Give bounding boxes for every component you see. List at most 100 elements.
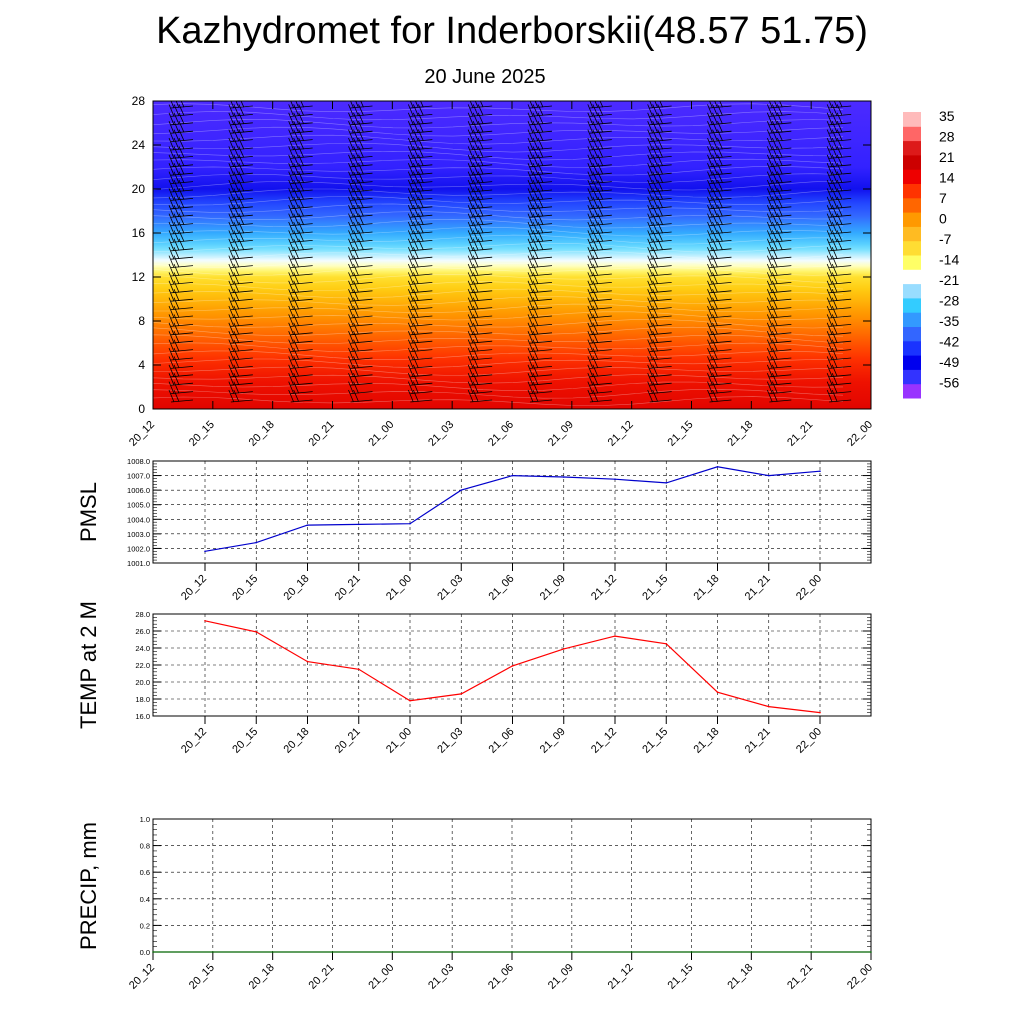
- wind-barb-feather: [897, 197, 902, 208]
- wind-barb-feather: [412, 381, 419, 394]
- wind-barb-feather: [348, 297, 354, 310]
- wind-barb: [529, 189, 553, 193]
- wind-barb: [470, 189, 493, 193]
- wind-barb-feather: [587, 163, 594, 176]
- wind-barb-feather: [592, 331, 599, 343]
- wind-barb: [769, 189, 792, 193]
- wind-barb-feather: [892, 264, 897, 276]
- wind-barb: [350, 139, 373, 142]
- wind-barb-feather: [173, 356, 180, 369]
- wind-barb-feather: [534, 101, 539, 108]
- wind-barb-feather: [353, 289, 359, 301]
- wind-barb-feather: [766, 247, 773, 260]
- wind-barb-feather: [527, 104, 534, 117]
- plot-frame: [152, 460, 872, 564]
- wind-barb: [649, 290, 672, 294]
- wind-barb-feather: [712, 104, 718, 117]
- wind-barb-feather: [238, 163, 245, 175]
- wind-barb-feather: [766, 331, 773, 344]
- wind-barb-feather: [472, 137, 479, 150]
- wind-barb: [170, 366, 194, 369]
- x-tick-label: 21_03: [435, 726, 465, 756]
- wind-barb-feather: [836, 230, 843, 242]
- wind-barb-feather: [353, 154, 359, 167]
- wind-barb-feather: [892, 113, 897, 125]
- wind-barb: [170, 349, 194, 352]
- wind-barb-feather: [233, 247, 240, 259]
- wind-barb-feather: [652, 104, 659, 117]
- wind-barb-feather: [826, 263, 833, 277]
- pmsl-panel: 1001.01002.01003.01004.01005.01006.01007…: [76, 457, 872, 603]
- wind-barb-feather: [647, 112, 654, 125]
- wind-barb: [230, 130, 253, 134]
- wind-barb-feather: [527, 356, 534, 369]
- wind-barb-feather: [173, 389, 180, 402]
- wind-barb: [410, 315, 433, 319]
- wind-barb: [769, 282, 792, 285]
- wind-barb-feather: [293, 356, 300, 369]
- contour-line: [153, 311, 844, 321]
- wind-barb-feather: [771, 305, 778, 318]
- data-point: [819, 470, 821, 473]
- wind-barb-feather: [776, 146, 783, 158]
- wind-barb-feather: [532, 205, 539, 217]
- data-point: [870, 951, 872, 953]
- wind-barb: [529, 256, 553, 260]
- wind-barb-feather: [467, 104, 474, 117]
- wind-barb-feather: [826, 104, 833, 117]
- wind-barb-feather: [228, 305, 235, 319]
- wind-barb-feather: [168, 179, 175, 193]
- wind-barb-feather: [173, 196, 180, 209]
- wind-barb-feather: [771, 221, 778, 234]
- wind-barb: [170, 139, 194, 142]
- wind-barb-feather: [831, 331, 838, 343]
- wind-barb-feather: [472, 347, 479, 360]
- x-tick-label: 21_18: [692, 726, 722, 756]
- wind-barb-feather: [892, 256, 897, 268]
- wind-barb-feather: [477, 154, 484, 167]
- wind-barb-feather: [826, 305, 833, 319]
- wind-barb-feather: [467, 230, 474, 243]
- wind-barb-feather: [353, 221, 359, 234]
- wind-barb: [769, 307, 792, 310]
- wind-barb-feather: [892, 382, 897, 394]
- wind-barb-feather: [597, 146, 604, 158]
- y-tick-label: 0.4: [140, 895, 150, 904]
- wind-barb: [290, 105, 313, 109]
- contour-line: [153, 196, 844, 206]
- wind-barb: [649, 240, 672, 243]
- wind-barb: [290, 139, 313, 142]
- wind-barb-feather: [836, 221, 843, 234]
- y-tick-label: 1001.0: [127, 559, 150, 568]
- wind-barb-feather: [892, 197, 897, 209]
- wind-barb-feather: [467, 272, 474, 285]
- wind-barb-feather: [707, 347, 713, 361]
- colorbar-label: -7: [939, 231, 952, 247]
- x-tick-label: 21_09: [538, 726, 568, 756]
- wind-barb: [350, 206, 373, 210]
- x-tick-label: 20_21: [307, 419, 337, 449]
- wind-barb-feather: [412, 230, 419, 243]
- wind-barb-feather: [412, 305, 419, 318]
- wind-barb-feather: [537, 129, 544, 141]
- wind-barb-feather: [348, 230, 354, 243]
- wind-barb-feather: [776, 112, 783, 125]
- wind-barb-feather: [587, 364, 594, 377]
- wind-barb-feather: [353, 104, 359, 117]
- wind-barb-feather: [233, 205, 240, 217]
- wind-barb-feather: [712, 205, 718, 217]
- wind-barb-feather: [288, 112, 295, 125]
- wind-barb-feather: [831, 255, 838, 268]
- wind-barb-feather: [532, 179, 539, 192]
- wind-barb-feather: [657, 137, 664, 150]
- wind-barb: [170, 172, 194, 176]
- wind-barb-feather: [527, 129, 534, 142]
- wind-barb-feather: [592, 188, 599, 201]
- wind-barb: [170, 298, 194, 302]
- wind-barb-feather: [527, 171, 534, 184]
- wind-barb-feather: [353, 314, 359, 327]
- wind-barb: [230, 214, 253, 218]
- wind-barb-feather: [831, 289, 838, 301]
- wind-barb: [230, 366, 253, 369]
- wind-barb-feather: [233, 179, 240, 192]
